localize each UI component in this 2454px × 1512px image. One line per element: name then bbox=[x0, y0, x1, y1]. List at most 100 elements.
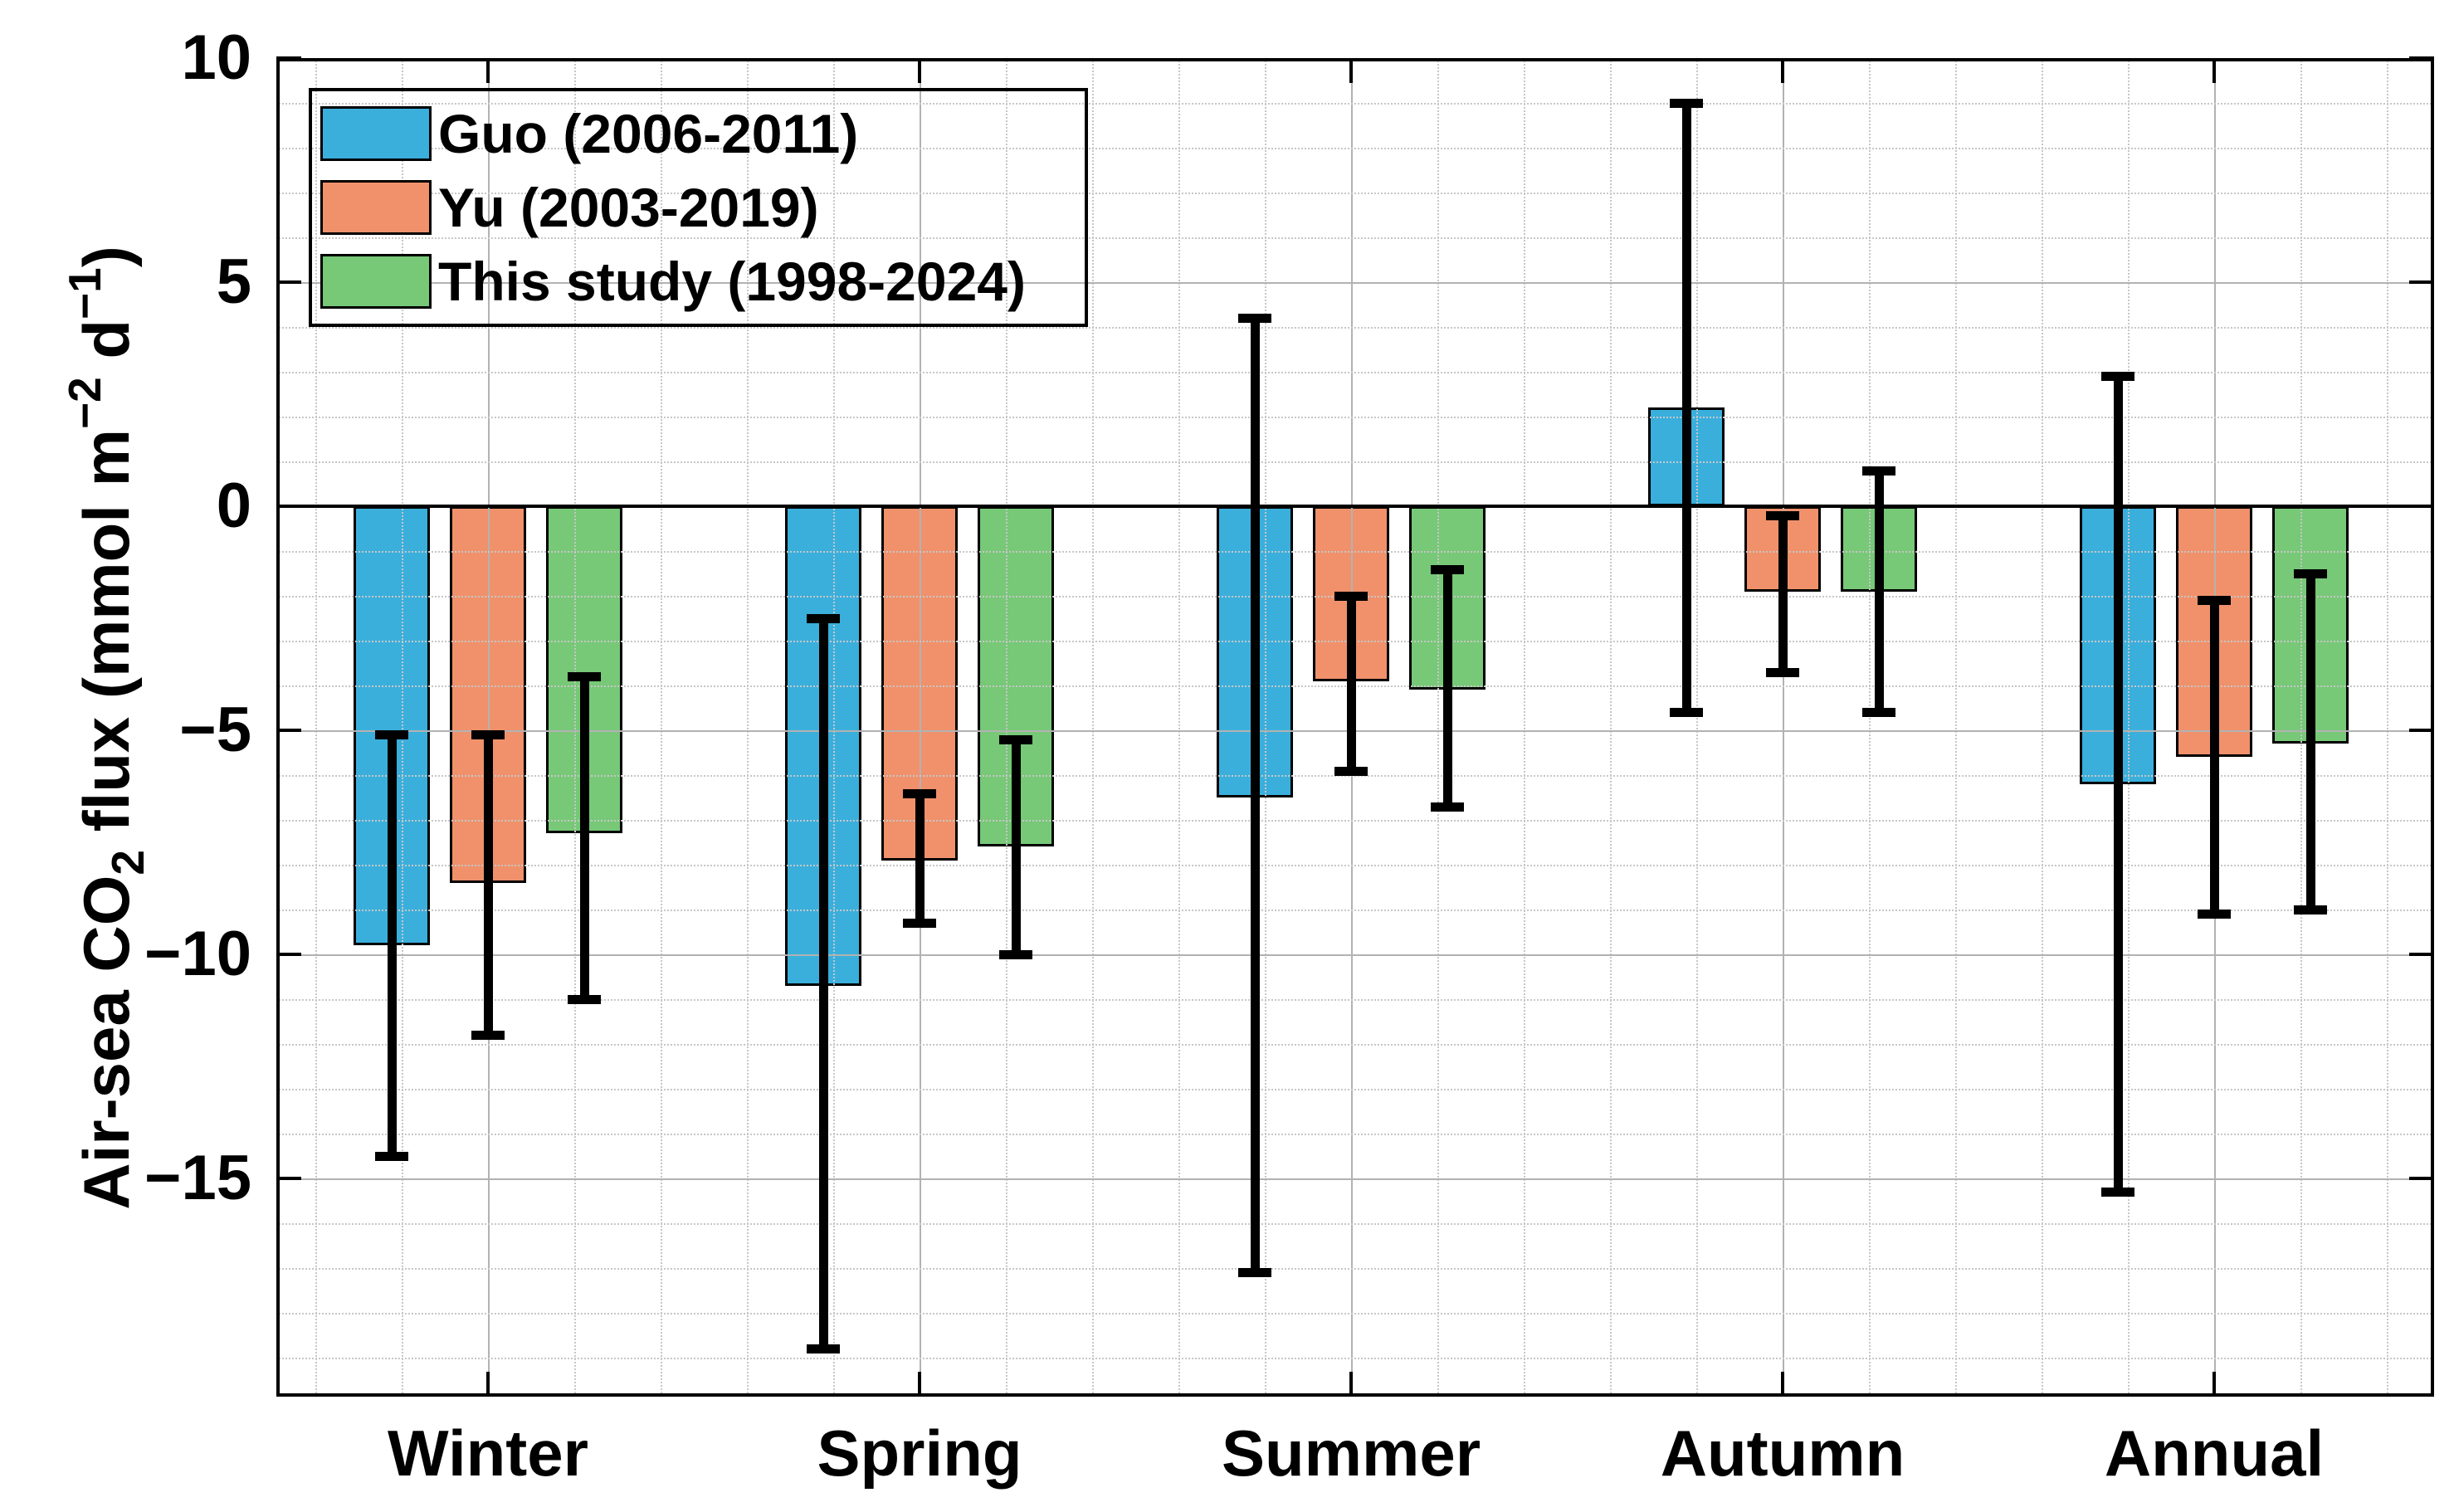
error-bar-whisker bbox=[1875, 471, 1884, 712]
gridline-y-minor bbox=[276, 910, 2434, 911]
error-bar-whisker bbox=[1347, 596, 1356, 771]
axis-tick-left bbox=[276, 1177, 301, 1180]
gridline-y-minor bbox=[276, 1313, 2434, 1314]
error-bar-whisker bbox=[2210, 600, 2219, 914]
axis-tick-right bbox=[2409, 1177, 2434, 1180]
gridline-x-minor bbox=[1610, 58, 1612, 1397]
error-bar-cap-bottom bbox=[807, 1344, 840, 1353]
gridline-x-minor bbox=[833, 58, 835, 1397]
axis-tick-bottom bbox=[486, 1372, 490, 1397]
axis-tick-top bbox=[486, 58, 490, 83]
gridline-y-minor bbox=[276, 820, 2434, 822]
error-bar-cap-top bbox=[1862, 466, 1895, 476]
error-bar-cap-bottom bbox=[1431, 802, 1464, 812]
gridline-y-minor bbox=[276, 193, 2434, 194]
error-bar-whisker bbox=[1012, 739, 1021, 954]
error-bar-cap-top bbox=[1431, 565, 1464, 574]
error-bar-cap-bottom bbox=[568, 995, 601, 1004]
gridline-x-minor bbox=[1524, 58, 1525, 1397]
gridline-x-minor bbox=[574, 58, 576, 1397]
y-axis-label: Air-sea CO2 flux (mmol m−2 d−1) bbox=[59, 246, 154, 1210]
error-bar-cap-top bbox=[999, 735, 1032, 744]
gridline-y-major bbox=[276, 954, 2434, 956]
y-tick-label: 5 bbox=[216, 246, 251, 317]
gridline-x-minor bbox=[2387, 58, 2388, 1397]
axis-tick-left bbox=[276, 505, 301, 508]
axis-tick-top bbox=[918, 58, 921, 83]
axis-tick-bottom bbox=[1349, 1372, 1353, 1397]
error-bar-cap-bottom bbox=[1238, 1268, 1271, 1277]
y-tick-label: 0 bbox=[216, 471, 251, 541]
x-category-label: Winter bbox=[388, 1417, 588, 1490]
gridline-y-minor bbox=[276, 1089, 2434, 1090]
gridline-x-minor bbox=[1006, 58, 1007, 1397]
error-bar-cap-top bbox=[1670, 99, 1703, 108]
x-category-label: Summer bbox=[1221, 1417, 1481, 1490]
y-tick-label: −5 bbox=[179, 695, 251, 765]
error-bar-whisker bbox=[388, 734, 397, 1156]
gridline-y-minor bbox=[276, 1268, 2434, 1270]
error-bar-cap-top bbox=[1238, 314, 1271, 323]
axis-tick-left bbox=[276, 280, 301, 284]
gridline-y-minor bbox=[276, 1358, 2434, 1359]
gridline-y-minor bbox=[276, 461, 2434, 463]
legend: Guo (2006-2011) Yu (2003-2019) This stud… bbox=[309, 88, 1088, 327]
error-bar-cap-top bbox=[2198, 596, 2231, 605]
axis-tick-right bbox=[2409, 953, 2434, 956]
axis-tick-top bbox=[1349, 58, 1353, 83]
error-bar-cap-bottom bbox=[471, 1031, 505, 1040]
error-bar-cap-bottom bbox=[2198, 910, 2231, 919]
gridline-y-minor bbox=[276, 148, 2434, 149]
error-bar-whisker bbox=[1443, 569, 1452, 807]
gridline-x-minor bbox=[2300, 58, 2302, 1397]
error-bar-whisker bbox=[1778, 515, 1788, 672]
gridline-y-minor bbox=[276, 775, 2434, 777]
error-bar-whisker bbox=[1251, 318, 1260, 1272]
error-bar-whisker bbox=[1682, 103, 1691, 712]
legend-swatch-yu bbox=[320, 179, 432, 235]
axis-tick-left bbox=[276, 56, 301, 60]
gridline-y-minor bbox=[276, 103, 2434, 105]
plot-area bbox=[276, 56, 2434, 1397]
error-bar-cap-top bbox=[807, 614, 840, 623]
gridline-y-minor bbox=[276, 999, 2434, 1001]
gridline-y-minor bbox=[276, 865, 2434, 866]
error-bar-whisker bbox=[2306, 573, 2315, 910]
gridline-y-minor bbox=[276, 327, 2434, 329]
error-bar-cap-bottom bbox=[2101, 1188, 2134, 1197]
axis-tick-bottom bbox=[918, 1372, 921, 1397]
error-bar-cap-top bbox=[2294, 569, 2327, 578]
gridline-y-minor bbox=[276, 372, 2434, 373]
error-bar-cap-bottom bbox=[1862, 708, 1895, 717]
legend-item: Guo (2006-2011) bbox=[320, 100, 1085, 167]
error-bar-cap-top bbox=[1766, 511, 1799, 520]
zero-axis-line bbox=[276, 505, 2434, 508]
gridline-y-minor bbox=[276, 417, 2434, 418]
error-bar-cap-bottom bbox=[999, 950, 1032, 959]
legend-item: This study (1998-2024) bbox=[320, 248, 1085, 315]
error-bar-cap-bottom bbox=[903, 919, 936, 928]
y-tick-label: 10 bbox=[181, 22, 251, 93]
axis-tick-right bbox=[2409, 505, 2434, 508]
gridline-y-minor bbox=[276, 551, 2434, 553]
gridline-x-minor bbox=[402, 58, 403, 1397]
gridline-y-minor bbox=[276, 237, 2434, 239]
error-bar-whisker bbox=[2114, 376, 2123, 1192]
gridline-x-minor bbox=[1437, 58, 1439, 1397]
legend-label: This study (1998-2024) bbox=[438, 251, 1026, 313]
gridline-x-minor bbox=[661, 58, 662, 1397]
axis-tick-bottom bbox=[2213, 1372, 2216, 1397]
gridline-x-minor bbox=[1869, 58, 1871, 1397]
y-tick-label: −15 bbox=[144, 1143, 251, 1213]
error-bar-whisker bbox=[819, 618, 828, 1349]
gridline-x-minor bbox=[1265, 58, 1266, 1397]
gridline-x-minor bbox=[1955, 58, 1957, 1397]
axis-tick-left bbox=[276, 729, 301, 732]
error-bar-cap-bottom bbox=[375, 1152, 408, 1161]
error-bar-cap-bottom bbox=[2294, 905, 2327, 915]
legend-swatch-this-study bbox=[320, 254, 432, 310]
gridline-y-major bbox=[276, 282, 2434, 284]
x-category-label: Spring bbox=[817, 1417, 1022, 1490]
gridline-x-minor bbox=[1092, 58, 1094, 1397]
